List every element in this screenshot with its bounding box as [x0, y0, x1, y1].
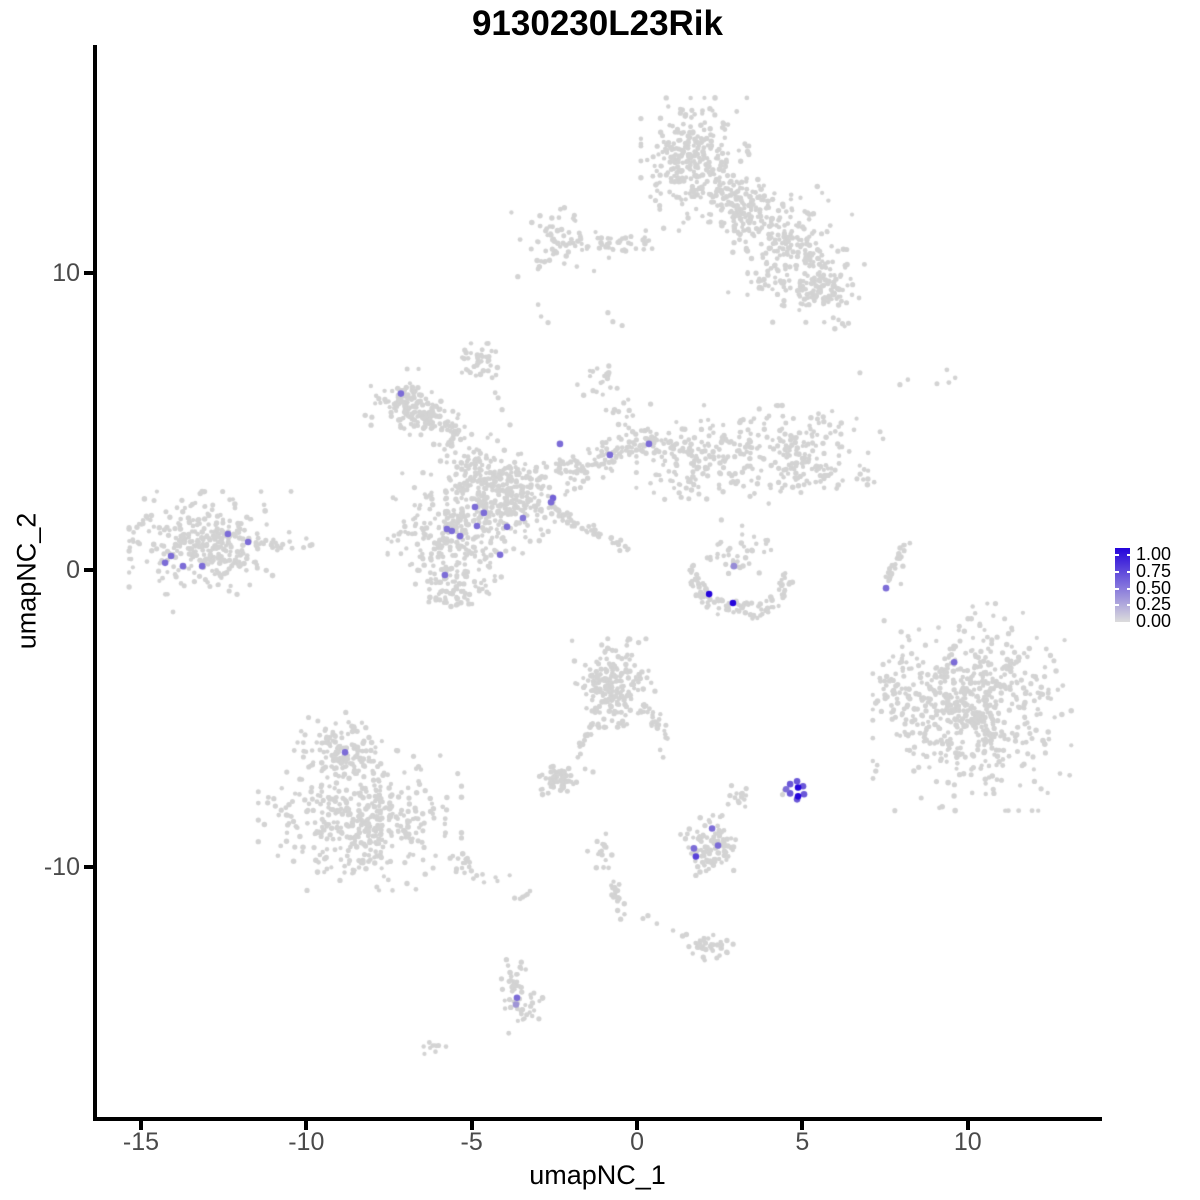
legend-tick-label: 0.50	[1136, 577, 1172, 598]
x-axis-line	[93, 1117, 1102, 1121]
legend-tick-notch	[1115, 587, 1119, 590]
y-axis-line	[93, 45, 97, 1121]
x-tick-label: -10	[288, 1128, 325, 1156]
legend-tick-notch	[1115, 554, 1119, 556]
legend-tick-label: 0.75	[1136, 560, 1172, 581]
x-tick-mark	[138, 1121, 143, 1130]
x-tick-mark	[304, 1121, 309, 1130]
y-tick-label: -10	[43, 853, 80, 882]
x-tick-mark	[800, 1121, 805, 1130]
legend-tick-notch	[1127, 604, 1131, 607]
legend-tick-notch	[1127, 570, 1131, 573]
x-tick-label: -15	[122, 1128, 160, 1156]
legend-tick-notch	[1127, 587, 1131, 590]
legend-tick-label: 0.00	[1136, 611, 1172, 631]
x-tick-mark	[965, 1121, 970, 1130]
y-tick-mark	[84, 865, 93, 870]
y-tick-mark	[84, 567, 93, 572]
x-tick-label: -5	[460, 1128, 483, 1156]
y-axis-label: umapNC_2	[11, 512, 42, 650]
y-tick-label: 10	[52, 258, 80, 287]
x-tick-mark	[635, 1121, 640, 1130]
legend-tick-label: 1.00	[1136, 544, 1172, 564]
x-tick-label: 0	[630, 1128, 644, 1156]
legend-tick-notch	[1115, 570, 1119, 573]
legend-tick-label: 0.25	[1136, 594, 1172, 615]
x-tick-mark	[469, 1121, 474, 1130]
y-tick-label: 0	[66, 555, 80, 584]
x-axis-label: umapNC_1	[529, 1160, 666, 1190]
y-tick-mark	[84, 270, 93, 275]
legend-tick-notch	[1115, 604, 1119, 607]
legend-gradient-bar	[1115, 548, 1131, 622]
color-legend: 1.00 0.75 0.50 0.25 0.00	[1108, 540, 1200, 640]
x-tick-label: 5	[795, 1128, 810, 1156]
x-tick-label: 10	[953, 1128, 982, 1156]
legend-tick-notch	[1127, 554, 1131, 556]
plot-title: 9130230L23Rik	[471, 4, 724, 43]
